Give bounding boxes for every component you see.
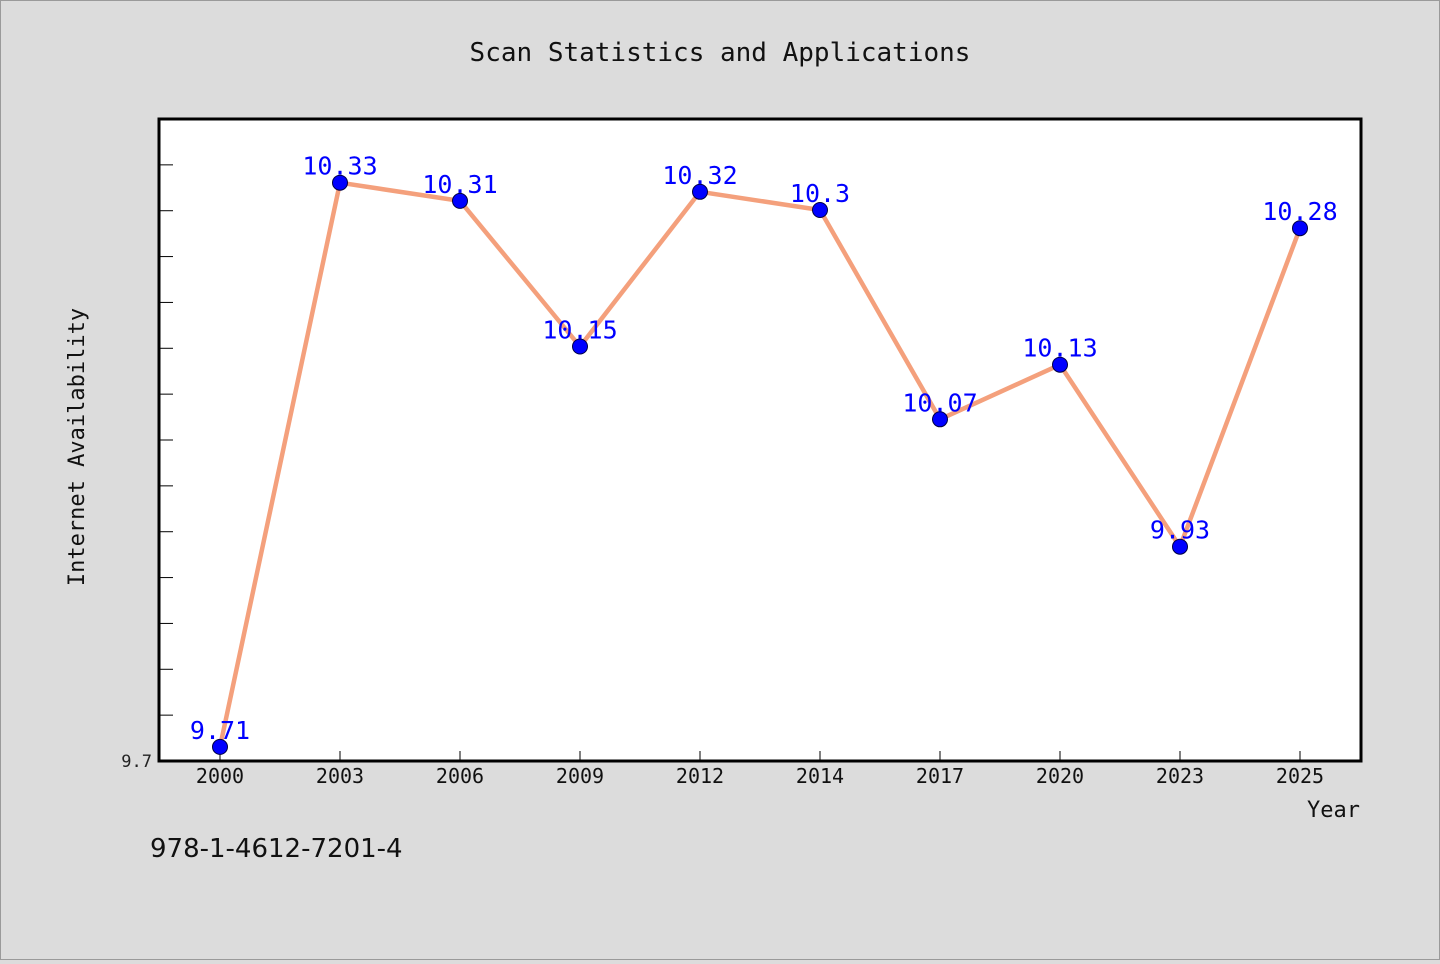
data-point-2017 xyxy=(932,411,948,428)
y-axis-label: Internet Availability xyxy=(65,308,90,586)
data-point-2003 xyxy=(332,174,348,191)
x-axis-label: Year xyxy=(1307,798,1360,823)
plot-area xyxy=(157,117,1363,763)
data-point-2012 xyxy=(692,183,708,200)
data-label-2009: 10.15 xyxy=(542,316,617,345)
x-tick-label-2012: 2012 xyxy=(676,764,724,788)
x-tick-label-2025: 2025 xyxy=(1276,764,1324,788)
x-tick-label-2006: 2006 xyxy=(436,764,484,788)
data-label-2025: 10.28 xyxy=(1262,197,1337,226)
data-label-2020: 10.13 xyxy=(1022,334,1097,363)
series-group: 9.71 10.33 10.31 10.15 10.32 10.3 10.07 10.13 9.… xyxy=(190,152,1338,755)
data-point-2023 xyxy=(1172,538,1188,555)
data-label-2000: 9.71 xyxy=(190,716,250,745)
x-tick-label-2009: 2009 xyxy=(556,764,604,788)
chart-title: Scan Statistics and Applications xyxy=(470,38,971,68)
y-tick-label-min: 9.7 xyxy=(121,752,152,772)
data-point-2020 xyxy=(1052,356,1068,373)
x-tick-label-2003: 2003 xyxy=(316,764,364,788)
data-label-2006: 10.31 xyxy=(422,170,497,199)
x-tick-label-2023: 2023 xyxy=(1156,764,1204,788)
data-label-2023: 9.93 xyxy=(1150,516,1210,545)
x-tick-label-2014: 2014 xyxy=(796,764,844,788)
series-line-0 xyxy=(217,180,1303,748)
x-tick-label-2000: 2000 xyxy=(196,764,244,788)
data-label-2012: 10.32 xyxy=(662,161,737,190)
data-point-2009 xyxy=(572,338,588,355)
data-label-2014: 10.3 xyxy=(790,179,850,208)
x-tick-label-2017: 2017 xyxy=(916,764,964,788)
x-axis-tick-labels: 2000 2003 2006 2009 2012 2014 2017 2020 2023 2025 xyxy=(196,764,1324,788)
data-label-2017: 10.07 xyxy=(902,388,977,417)
isbn-caption: 978-1-4612-7201-4 xyxy=(150,834,403,864)
data-point-2025 xyxy=(1292,220,1308,237)
y-axis-ticks xyxy=(159,118,173,762)
data-label-2003: 10.33 xyxy=(302,152,377,181)
data-point-2014 xyxy=(812,202,828,218)
data-point-2006 xyxy=(452,192,468,209)
x-tick-label-2020: 2020 xyxy=(1036,764,1084,788)
data-point-2000 xyxy=(212,738,228,755)
